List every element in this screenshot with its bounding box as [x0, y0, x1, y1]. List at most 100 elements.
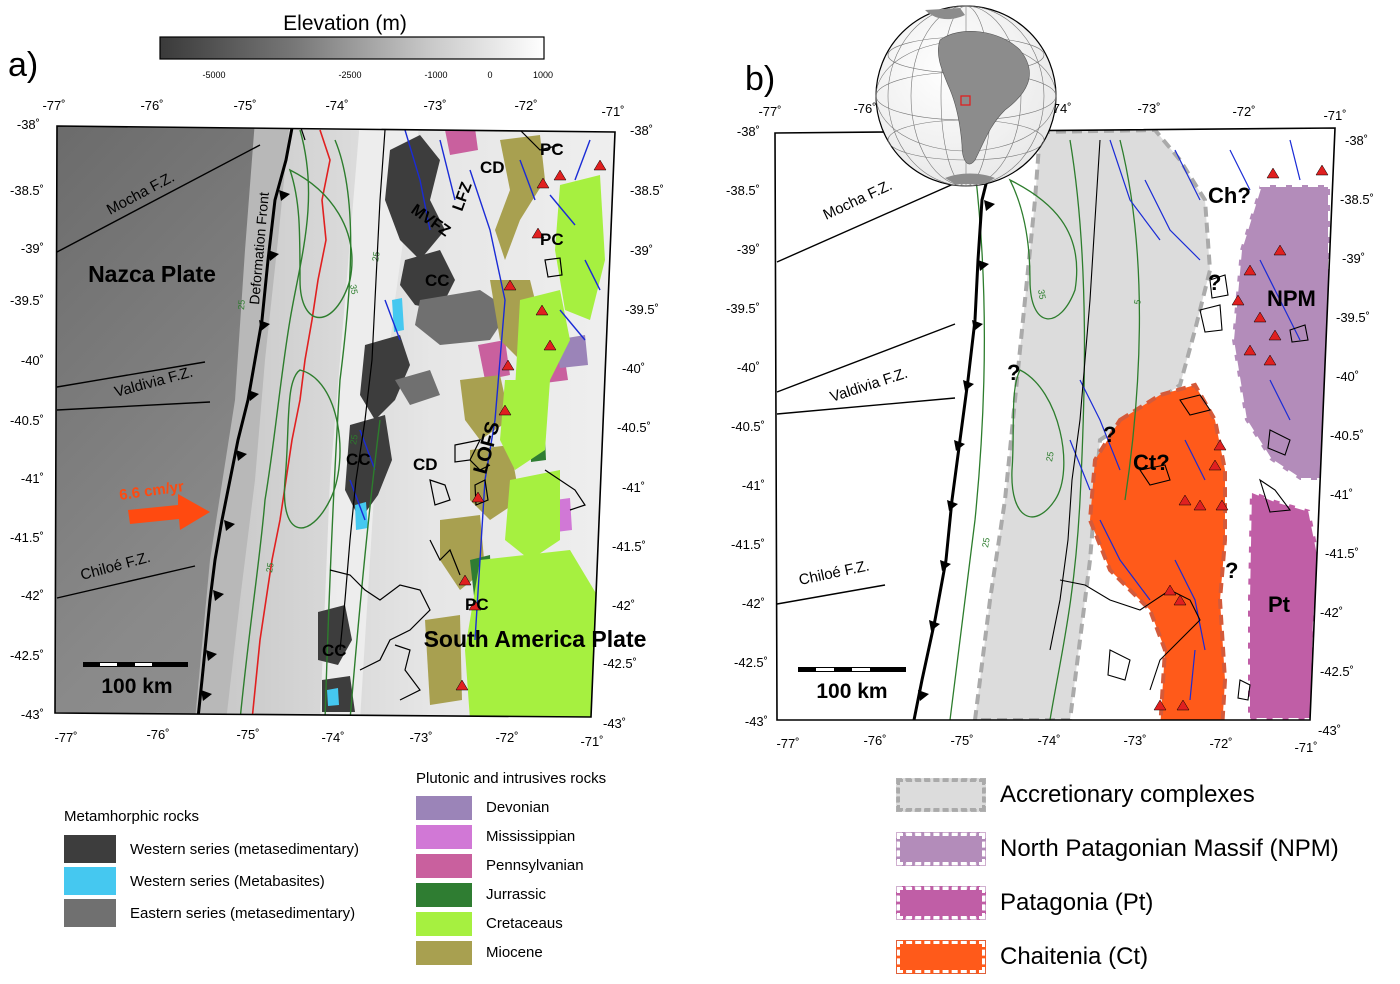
volcano-markers-b: [1153, 164, 1329, 711]
legend-item: Devonian: [416, 793, 606, 822]
legend-swatch: [416, 911, 472, 936]
lat-tick: -42.5˚: [10, 648, 44, 663]
map-figure: Elevation (m) -5000 -2500 -1000 0 1000 a…: [8, 5, 1374, 755]
legend-item: Eastern series (metasedimentary): [64, 897, 359, 929]
lon-tick: -75˚: [233, 98, 256, 113]
contour-label: 25: [1044, 451, 1056, 463]
lon-tick: -73˚: [423, 98, 446, 113]
lon-tick: -76˚: [140, 98, 163, 113]
lat-tick: -39.5˚: [726, 301, 760, 316]
trench-teeth: [201, 190, 290, 701]
lat-tick: -43˚: [603, 716, 626, 731]
lat-tick: -38˚: [1345, 133, 1368, 148]
legend-item: Mississippian: [416, 822, 606, 851]
fracture-zone-lines: [56, 144, 261, 599]
panel-a: a): [8, 46, 664, 749]
unit-labels: CD PC PC CC CC CD PC CC: [322, 140, 564, 660]
contour-label: 25: [370, 251, 382, 263]
unit-label-pc: PC: [540, 230, 564, 249]
panel-a-label: a): [8, 46, 38, 84]
lon-tick: -75˚: [950, 733, 973, 748]
lat-tick: -42.5˚: [603, 656, 637, 671]
lon-tick: -77˚: [54, 730, 77, 745]
legend-label: Miocene: [486, 944, 543, 961]
fracture-zone-lines-b: [776, 169, 986, 605]
panel-a-map-area: 25 35 25 25 25: [55, 126, 615, 717]
panel-b-lat-right: -38˚ -38.5˚ -39˚ -39.5˚ -40˚ -40.5˚ -41˚…: [1318, 133, 1374, 738]
faults-blue: [349, 129, 601, 641]
lat-tick: -41˚: [21, 471, 44, 486]
trench-line-b: [912, 131, 1005, 720]
lat-tick: -42.5˚: [734, 655, 768, 670]
contour-label: 5: [1132, 299, 1143, 306]
legend-label: Devonian: [486, 799, 550, 816]
lat-tick: -38.5˚: [1340, 192, 1374, 207]
elevation-tick: -2500: [338, 70, 361, 80]
lon-tick: -77˚: [758, 104, 781, 119]
question-mark: ?: [1007, 360, 1020, 385]
legend-item: Miocene: [416, 938, 606, 967]
legend-item: Western series (Metabasites): [64, 865, 359, 897]
lat-tick: -38.5˚: [10, 183, 44, 198]
lat-tick: -39˚: [1342, 251, 1365, 266]
panel-b-label: b): [745, 60, 775, 98]
globe-inset: [875, 5, 1057, 187]
lat-tick: -38˚: [17, 117, 40, 132]
legend-label: Patagonia (Pt): [1000, 889, 1154, 916]
lat-tick: -42˚: [21, 588, 44, 603]
contour-label: 25: [264, 562, 276, 574]
legend-label: Accretionary complexes: [1000, 781, 1255, 808]
legend-metamorphic: Metamhorphic rocks Western series (metas…: [64, 808, 359, 929]
legend-swatch: [896, 832, 986, 866]
legend-label: Eastern series (metasedimentary): [130, 904, 356, 922]
land-shape: [925, 8, 965, 20]
plate-labels: Nazca Plate South America Plate: [88, 261, 646, 652]
terrane-labels: Ch? NPM Ct? Pt ? ? ? ?: [1007, 183, 1316, 617]
legend-swatch: [416, 853, 472, 878]
legend-swatch: [64, 867, 116, 895]
lon-tick: -71˚: [580, 734, 603, 749]
elevation-gradient: [159, 36, 545, 60]
lon-tick: -77˚: [776, 736, 799, 751]
lon-tick: -73˚: [1137, 101, 1160, 116]
lon-tick: -74˚: [321, 730, 344, 745]
lon-tick: -71˚: [1294, 740, 1317, 755]
legend-label: Mississippian: [486, 828, 576, 845]
contour-label: 35: [348, 284, 360, 296]
lat-tick: -38˚: [737, 124, 760, 139]
lat-tick: -40.5˚: [731, 419, 765, 434]
elevation-tick: -5000: [202, 70, 225, 80]
legend-swatch: [416, 795, 472, 820]
lon-tick: -72˚: [1209, 736, 1232, 751]
lat-tick: -39.5˚: [1336, 310, 1370, 325]
contour-label: 25: [236, 299, 247, 310]
lat-tick: -42˚: [1320, 605, 1343, 620]
lat-tick: -40.5˚: [10, 413, 44, 428]
legend-swatch: [416, 882, 472, 907]
lat-tick: -41.5˚: [612, 539, 646, 554]
terrane-label-npm: NPM: [1267, 286, 1316, 311]
lat-tick: -38˚: [630, 123, 653, 138]
panel-a-scale-bar: 100 km: [83, 662, 188, 698]
legend-item: North Patagonian Massif (NPM): [896, 822, 1339, 876]
legend-swatch: [64, 899, 116, 927]
lat-tick: -41˚: [1330, 487, 1353, 502]
legend-label: Western series (metasedimentary): [130, 840, 359, 858]
plate-velocity-arrow: [128, 494, 210, 530]
slab-contours: [239, 129, 381, 717]
elevation-tick: 0: [487, 70, 492, 80]
panel-a-lon-top: -77˚ -76˚ -75˚ -74˚ -73˚ -72˚ -71˚: [42, 98, 624, 119]
legend-metamorphic-title: Metamhorphic rocks: [64, 808, 200, 825]
coastline-b: [1049, 139, 1309, 701]
question-mark: ?: [1225, 558, 1238, 583]
unit-label-pc: PC: [465, 595, 489, 614]
lon-tick: -75˚: [236, 727, 259, 742]
south-america-shape: [937, 30, 1030, 165]
lat-tick: -40˚: [21, 353, 44, 368]
lon-tick: -76˚: [853, 101, 876, 116]
lat-tick: -38.5˚: [630, 183, 664, 198]
unit-label-cd: CD: [480, 158, 505, 177]
elevation-colorbar: Elevation (m) -5000 -2500 -1000 0 1000: [159, 12, 553, 80]
legend-item: Chaitenia (Ct): [896, 930, 1339, 984]
legend-label: Pennsylvanian: [486, 857, 584, 874]
